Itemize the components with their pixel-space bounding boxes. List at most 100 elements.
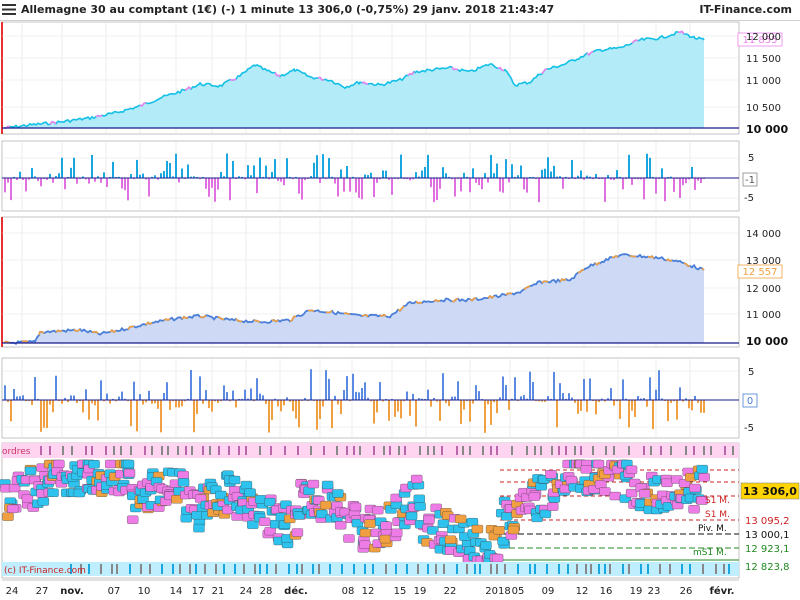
price-panel[interactable]: 11 855 12 000 11 500 11 000 10 500 10 00…	[1, 21, 788, 136]
band-mark	[689, 564, 691, 574]
osc-bar	[10, 178, 12, 201]
osc-bar	[217, 400, 219, 403]
index-panel[interactable]: 14 000 13 000 12 557 12 000 11 000 10 00…	[1, 216, 788, 348]
osc-bar	[427, 389, 429, 400]
band-mark	[389, 446, 391, 455]
osc-bar	[577, 175, 579, 178]
oscillator-panel-2[interactable]: 5 0 -5	[1, 357, 758, 439]
osc-bar	[682, 400, 684, 402]
osc-bar	[13, 388, 15, 400]
order-dot	[595, 480, 607, 489]
osc-bar	[22, 178, 24, 180]
osc-bar	[160, 173, 162, 178]
osc-bar	[607, 398, 609, 400]
osc-bar	[307, 178, 309, 180]
band-mark	[659, 564, 661, 574]
band-mark	[151, 446, 153, 455]
band-mark	[204, 564, 206, 574]
level-1-label: 13 095,2	[745, 516, 790, 527]
osc-bar	[469, 178, 471, 193]
order-dot	[507, 525, 520, 535]
osc-bar	[448, 400, 450, 407]
osc-bar	[532, 176, 534, 178]
osc-bar	[79, 178, 81, 180]
x-axis-label: 28	[260, 586, 273, 597]
band-mark	[710, 446, 712, 455]
osc-bar	[406, 391, 408, 400]
band-mark	[243, 564, 245, 574]
osc-bar	[142, 173, 144, 178]
osc-bar	[598, 400, 600, 403]
osc-bar	[502, 178, 504, 193]
osc-bar	[244, 389, 246, 400]
band-mark	[372, 564, 374, 574]
osc-bar	[226, 392, 228, 400]
osc-bar	[319, 400, 321, 420]
osc-bar	[430, 178, 432, 188]
osc-bar	[178, 400, 180, 408]
chart-canvas[interactable]: 11 855 12 000 11 500 11 000 10 500 10 00…	[0, 20, 800, 600]
osc-bar	[85, 178, 87, 180]
osc-bar	[229, 400, 231, 402]
osc-bar	[331, 400, 333, 429]
order-dot	[228, 475, 241, 485]
osc-bar	[28, 400, 30, 402]
osc-bar	[250, 388, 252, 400]
order-dot	[638, 489, 651, 498]
osc-bar	[670, 176, 672, 178]
osc-bar	[496, 400, 498, 414]
osc-bar	[238, 398, 240, 400]
order-dot	[123, 468, 136, 478]
band-mark	[479, 564, 481, 574]
osc2-last-label: 0	[747, 396, 753, 407]
osc-bar	[529, 176, 531, 178]
osc-bar	[319, 178, 321, 183]
hamburger-menu-icon[interactable]	[2, 3, 16, 16]
x-axis-label: 09	[542, 586, 555, 597]
osc-bar	[676, 400, 678, 420]
osc-bar	[646, 153, 648, 178]
brand-label[interactable]: IT-Finance.com	[699, 3, 792, 16]
band-mark	[238, 446, 240, 455]
intraday-panel[interactable]: ordres (c) IT-Finance.com 13 306,0 13 09…	[0, 442, 800, 579]
x-axis-label: 05	[512, 586, 525, 597]
osc-bar	[289, 400, 291, 402]
osc-bar	[220, 171, 222, 178]
osc-bar	[151, 400, 153, 404]
band-mark	[585, 564, 587, 574]
osc-bar	[262, 176, 264, 178]
osc-bar	[535, 178, 537, 180]
osc-bar	[322, 154, 324, 178]
band-mark	[312, 564, 314, 574]
osc-bar	[544, 168, 546, 178]
osc-bar	[514, 176, 516, 178]
osc-bar	[508, 400, 510, 410]
order-dot	[122, 459, 135, 469]
order-dot	[501, 512, 513, 521]
osc-bar	[673, 178, 675, 192]
band-mark	[466, 564, 468, 574]
osc-bar	[19, 171, 21, 178]
order-dot	[332, 489, 344, 498]
osc-bar	[331, 176, 333, 178]
osc-bar	[73, 395, 75, 400]
osc-bar	[46, 178, 48, 180]
band-mark	[346, 446, 348, 455]
x-axis-label: 27	[36, 586, 49, 597]
osc-bar	[442, 373, 444, 400]
osc-bar	[526, 398, 528, 400]
osc-bar	[271, 400, 273, 420]
osc-bar	[10, 400, 12, 422]
osc-bar	[307, 400, 309, 402]
band-mark	[504, 564, 506, 574]
osc-bar	[244, 178, 246, 180]
osc-bar	[352, 176, 354, 178]
x-axis-label: 24	[240, 586, 253, 597]
osc-bar	[292, 400, 294, 412]
x-axis-label: 14	[170, 586, 183, 597]
osc-bar	[385, 398, 387, 400]
osc-bar	[64, 397, 66, 400]
osc-bar	[472, 400, 474, 404]
osc-bar	[175, 400, 177, 408]
oscillator-panel-1[interactable]: 5 -1 -5	[1, 140, 758, 212]
